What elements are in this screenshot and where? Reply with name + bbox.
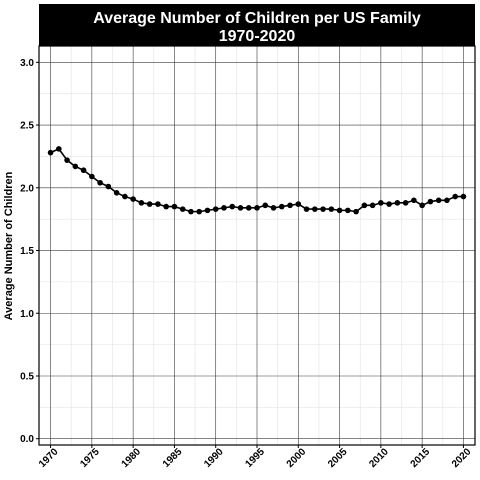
chart-title: Average Number of Children per US Family [93,10,421,27]
data-point [212,206,219,212]
data-point [64,157,70,163]
data-point [80,167,87,174]
data-point [402,200,409,206]
y-tick-label: 0.5 [20,371,34,382]
data-point [254,205,260,211]
data-point [353,208,359,215]
data-point [196,208,202,215]
data-point [411,197,417,204]
y-tick-label: 1.0 [20,309,34,320]
data-point [122,193,128,200]
title-banner [39,4,475,46]
data-point [452,193,458,200]
data-point [369,202,376,209]
data-point [138,200,145,206]
data-point [287,202,293,209]
data-point [394,200,401,206]
grid-major [39,46,475,445]
data-point [245,205,252,211]
y-axis: 0.0 0.5 1.0 1.5 2.0 2.5 3.0 [20,58,39,445]
data-point [146,201,153,207]
data-point [113,190,120,196]
data-point [460,193,467,200]
data-point [320,206,326,212]
data-point [345,207,351,214]
data-point [336,207,343,214]
data-point [378,200,384,206]
data-point [97,179,103,186]
y-tick-label: 0.0 [20,434,34,445]
data-point [435,197,442,204]
data-point [89,173,95,180]
data-point [163,203,169,210]
data-point [270,205,277,211]
data-point [237,205,244,211]
data-point [278,203,285,210]
data-point [419,202,425,209]
y-tick-label: 2.5 [20,121,34,132]
data-point [56,146,62,152]
data-point [229,203,236,210]
y-tick-label: 1.5 [20,246,34,257]
data-point [105,183,112,190]
data-point [130,196,136,202]
data-point [386,201,392,207]
data-point [303,206,310,212]
series-average-children [47,146,467,215]
data-point [295,201,302,207]
data-point [444,197,450,204]
data-point [72,163,79,170]
data-point [262,202,269,209]
data-point [328,206,335,212]
data-point [361,202,368,209]
data-point [188,208,194,215]
data-point [312,206,318,212]
data-point [204,207,211,214]
data-point [47,149,54,156]
y-axis-title: Average Number of Children [3,171,15,320]
data-point [427,198,434,205]
data-point [171,203,178,210]
data-point [179,206,186,212]
data-point [221,205,227,211]
y-tick-label: 3.0 [20,58,34,69]
data-point [155,201,161,207]
y-tick-label: 2.0 [20,183,34,194]
chart-subtitle: 1970-2020 [219,28,296,45]
